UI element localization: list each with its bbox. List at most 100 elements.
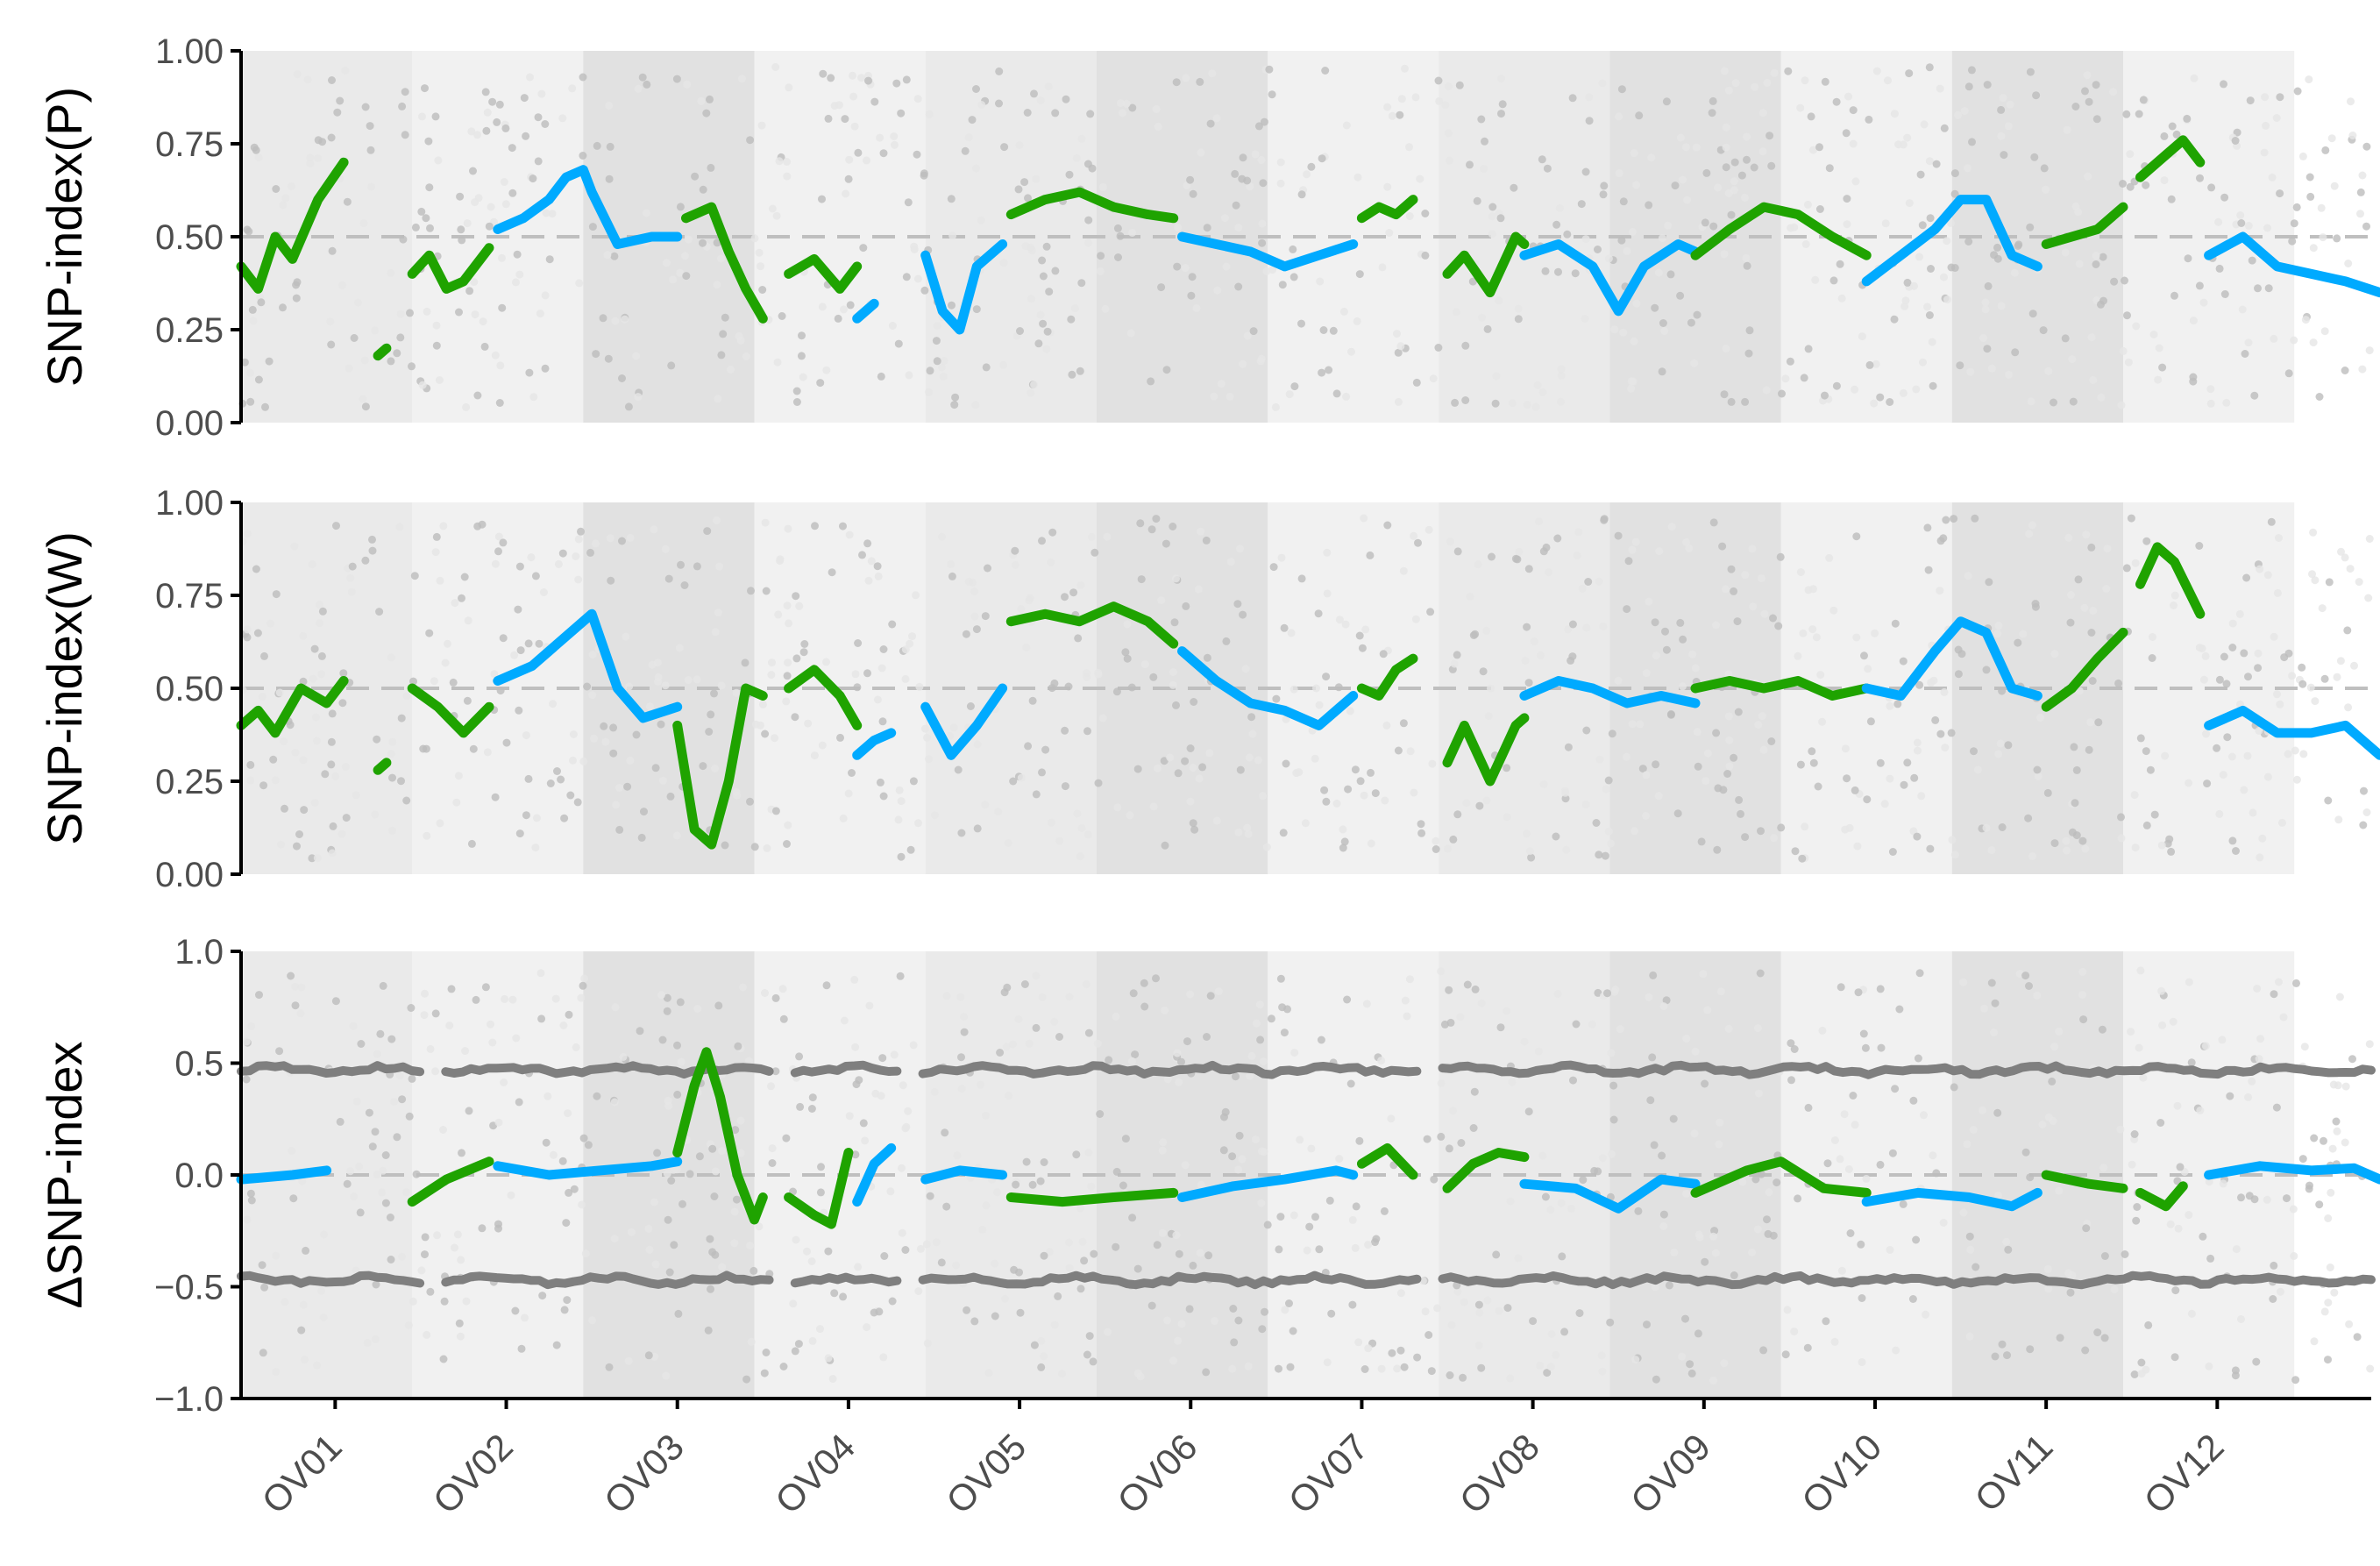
snp-point: [1077, 824, 1086, 833]
snp-point: [946, 731, 954, 740]
snp-point: [2195, 281, 2204, 290]
snp-point: [1173, 262, 1182, 271]
series-point: [613, 684, 622, 693]
snp-point: [1642, 811, 1650, 820]
snp-point: [1804, 345, 1813, 353]
snp-point: [1865, 115, 1873, 124]
snp-point: [1682, 1034, 1691, 1043]
series-point: [322, 1165, 331, 1175]
snp-point: [1043, 327, 1052, 336]
series-point: [2067, 684, 2077, 693]
series-point: [288, 254, 297, 264]
snp-point: [327, 340, 336, 349]
snp-point: [1572, 1020, 1581, 1029]
snp-point: [906, 639, 914, 648]
snp-point: [1399, 719, 1408, 728]
snp-point: [653, 1149, 662, 1157]
snp-point: [1050, 1320, 1059, 1329]
snp-point: [817, 1163, 825, 1171]
snp-point: [1133, 765, 1142, 773]
snp-point: [699, 185, 707, 194]
snp-point: [1809, 758, 1818, 767]
snp-point: [618, 537, 626, 545]
snp-point: [2044, 1285, 2053, 1293]
series-green-16: [2135, 135, 2206, 182]
snp-point: [1923, 523, 1932, 532]
upper-threshold-line: [237, 1060, 2376, 1079]
snp-point: [1173, 1049, 1182, 1057]
snp-point: [329, 822, 337, 830]
series-point: [2272, 261, 2282, 271]
series-point: [1519, 239, 1529, 249]
y-tick-label: 0.25: [155, 763, 224, 801]
snp-point: [542, 209, 551, 217]
snp-point: [819, 69, 828, 78]
snp-point: [1169, 1356, 1177, 1365]
snp-point: [1908, 1295, 1917, 1303]
snp-point: [1600, 515, 1609, 523]
snp-point: [920, 724, 929, 733]
snp-point: [432, 341, 441, 350]
snp-point: [661, 681, 670, 690]
snp-point: [1734, 708, 1743, 716]
snp-point: [644, 1224, 653, 1233]
snp-point: [1959, 1208, 1968, 1217]
snp-point: [1181, 1161, 1190, 1170]
series-point: [2238, 232, 2248, 241]
series-point: [2204, 721, 2213, 730]
snp-point: [1219, 1146, 1228, 1155]
series-point: [1075, 616, 1084, 626]
snp-point: [854, 148, 863, 157]
snp-point: [1475, 801, 1484, 810]
snp-point: [1809, 585, 1817, 594]
snp-point: [1247, 1051, 1256, 1060]
snp-point: [680, 581, 689, 589]
snp-point: [1457, 1139, 1466, 1147]
snp-point: [1122, 99, 1131, 108]
snp-point: [426, 224, 434, 232]
snp-point: [1451, 398, 1460, 407]
snp-point: [1030, 381, 1039, 389]
snp-point: [1198, 763, 1207, 772]
snp-point: [2098, 1025, 2106, 1034]
series-point: [1691, 1188, 1700, 1198]
snp-point: [2292, 775, 2301, 784]
snp-point: [2242, 573, 2251, 582]
snp-point: [762, 587, 771, 595]
snp-point: [1708, 109, 1716, 117]
snp-point: [473, 391, 482, 400]
snp-point: [1929, 381, 1937, 390]
snp-point: [1631, 1356, 1640, 1364]
series-point: [2195, 158, 2205, 167]
snp-point: [1950, 851, 1959, 859]
snp-point: [1112, 1167, 1121, 1176]
series-point: [253, 706, 263, 715]
snp-point: [1568, 620, 1577, 629]
series-point: [835, 691, 845, 701]
snp-point: [2089, 376, 2098, 384]
snp-point: [670, 1241, 678, 1249]
snp-point: [1083, 160, 1092, 168]
snp-point: [750, 1266, 758, 1275]
snp-point: [745, 1057, 753, 1065]
snp-point: [896, 972, 905, 980]
snp-point: [343, 197, 352, 206]
snp-point: [2311, 576, 2320, 585]
snp-point: [1617, 236, 1626, 245]
snp-point: [840, 305, 848, 314]
snp-point: [877, 372, 885, 381]
snp-point: [434, 156, 443, 165]
snp-point: [957, 1085, 966, 1093]
snp-point: [1238, 174, 1247, 183]
series-point: [672, 232, 682, 241]
series-point: [1485, 288, 1495, 297]
snp-point: [1987, 364, 1996, 373]
snp-point: [478, 1224, 487, 1233]
snp-point: [397, 777, 405, 786]
snp-point: [558, 1157, 567, 1165]
snp-point: [1325, 1196, 1334, 1205]
snp-point: [1254, 756, 1262, 765]
snp-point: [1573, 552, 1581, 560]
snp-point: [1888, 1149, 1897, 1157]
